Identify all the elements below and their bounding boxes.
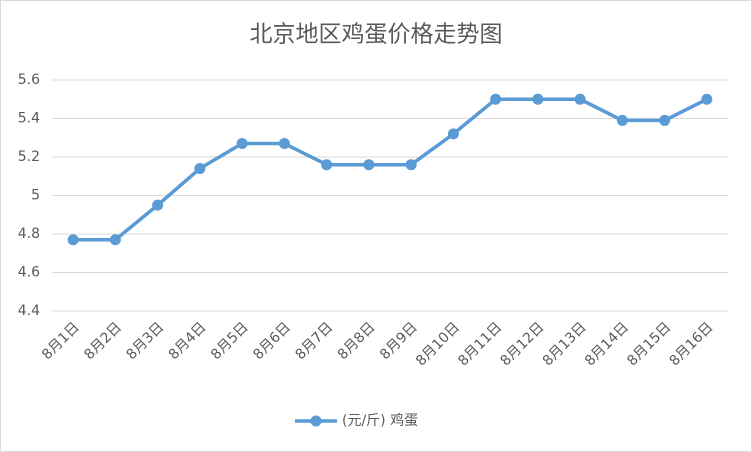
y-tick-label: 5.6 — [18, 72, 40, 88]
point — [67, 234, 79, 246]
point — [152, 199, 164, 211]
point — [574, 93, 586, 105]
point — [405, 159, 417, 171]
y-tick-label: 5.4 — [18, 111, 40, 127]
point — [616, 114, 628, 126]
y-tick-label: 5 — [31, 188, 40, 204]
point — [236, 138, 248, 150]
point — [363, 159, 375, 171]
point — [490, 93, 502, 105]
legend-marker — [310, 415, 322, 427]
y-tick-label: 4.6 — [18, 265, 40, 281]
point — [447, 128, 459, 140]
point — [701, 93, 713, 105]
point — [659, 114, 671, 126]
y-tick-label: 5.2 — [18, 149, 40, 165]
point — [194, 163, 206, 175]
y-tick-label: 4.8 — [18, 226, 40, 242]
point — [321, 159, 333, 171]
point — [532, 93, 544, 105]
point — [278, 138, 290, 150]
legend-label: (元/斤) 鸡蛋 — [342, 412, 418, 429]
line — [73, 97, 708, 242]
chart-title: 北京地区鸡蛋价格走势图 — [250, 22, 503, 48]
point — [109, 234, 121, 246]
y-tick-label: 4.4 — [18, 303, 40, 319]
